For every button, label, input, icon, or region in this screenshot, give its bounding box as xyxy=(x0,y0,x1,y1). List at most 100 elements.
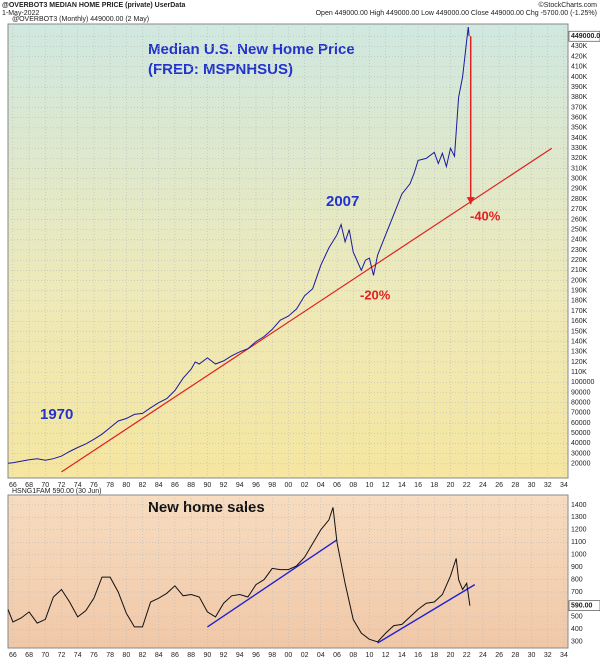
x-tick-label: 20 xyxy=(447,482,455,489)
x-tick-label: 14 xyxy=(398,482,406,489)
y-tick-label: 1100 xyxy=(571,539,586,546)
x-tick-label: 16 xyxy=(414,482,422,489)
y-tick-label: 310K xyxy=(571,165,588,172)
x-tick-label: 72 xyxy=(58,482,66,489)
y-tick-label: 20000 xyxy=(571,461,591,468)
y-tick-label: 260K xyxy=(571,216,588,223)
x-tick-label: 34 xyxy=(560,482,568,489)
x-tick-label: 30 xyxy=(528,482,536,489)
annotation: 2007 xyxy=(326,193,359,210)
x-tick-label: 08 xyxy=(349,482,357,489)
x-tick-label: 28 xyxy=(511,482,519,489)
x-tick-label: 32 xyxy=(544,482,552,489)
x-tick-label: 68 xyxy=(25,482,33,489)
x-tick-label: 04 xyxy=(317,482,325,489)
x-tick-label: 86 xyxy=(171,652,179,659)
y-tick-label: 1200 xyxy=(571,527,587,534)
y-tick-label: 60000 xyxy=(571,420,591,427)
x-tick-label: 84 xyxy=(155,482,163,489)
x-tick-label: 18 xyxy=(430,652,438,659)
y-tick-label: 120K xyxy=(571,359,588,366)
y-tick-label: 220K xyxy=(571,257,588,264)
x-tick-label: 66 xyxy=(9,482,17,489)
last-value-box xyxy=(568,30,600,42)
y-tick-label: 50000 xyxy=(571,430,591,437)
x-tick-label: 00 xyxy=(285,652,293,659)
y-tick-label: 250K xyxy=(571,226,588,233)
y-tick-label: 700 xyxy=(571,589,583,596)
x-tick-label: 96 xyxy=(252,482,260,489)
y-tick-label: 150K xyxy=(571,328,588,335)
arrow-head xyxy=(466,197,475,205)
x-tick-label: 20 xyxy=(447,652,455,659)
x-tick-label: 94 xyxy=(236,482,244,489)
x-tick-label: 22 xyxy=(463,482,471,489)
x-tick-label: 80 xyxy=(122,652,130,659)
y-tick-label: 390K xyxy=(571,84,588,91)
y-tick-label: 180K xyxy=(571,298,588,305)
annotation: 1970 xyxy=(40,406,73,423)
x-tick-label: 88 xyxy=(187,652,195,659)
x-tick-label: 02 xyxy=(301,482,309,489)
y-tick-label: 160K xyxy=(571,318,588,325)
x-tick-label: 78 xyxy=(106,652,114,659)
y-tick-label: 1000 xyxy=(571,552,587,559)
x-tick-label: 74 xyxy=(74,482,82,489)
y-tick-label: 400 xyxy=(571,626,583,633)
y-tick-label: 320K xyxy=(571,155,588,162)
series-line xyxy=(7,27,470,464)
header-quote: Open 449000.00 High 449000.00 Low 449000… xyxy=(316,10,597,17)
trend-line xyxy=(207,539,338,628)
y-tick-label: 100000 xyxy=(571,379,594,386)
y-tick-label: 340K xyxy=(571,135,588,142)
x-tick-label: 24 xyxy=(479,652,487,659)
price-panel xyxy=(7,23,569,479)
x-tick-label: 68 xyxy=(25,652,33,659)
x-tick-label: 84 xyxy=(155,652,163,659)
x-tick-label: 28 xyxy=(511,652,519,659)
trend-line xyxy=(377,583,476,644)
y-tick-label: 800 xyxy=(571,576,583,583)
y-tick-label: 300 xyxy=(571,639,583,646)
y-tick-label: 330K xyxy=(571,145,588,152)
x-tick-label: 06 xyxy=(333,482,341,489)
x-tick-label: 12 xyxy=(382,482,390,489)
x-tick-label: 18 xyxy=(430,482,438,489)
x-tick-label: 92 xyxy=(220,482,228,489)
x-tick-label: 70 xyxy=(41,482,49,489)
x-tick-label: 00 xyxy=(285,482,293,489)
last-value-label: 449000.0 xyxy=(571,33,600,40)
x-tick-label: 90 xyxy=(203,652,211,659)
y-tick-label: 900 xyxy=(571,564,583,571)
y-tick-label: 80000 xyxy=(571,400,591,407)
x-tick-label: 10 xyxy=(366,652,374,659)
header-symbol: @OVERBOT3 MEDIAN HOME PRICE (private) Us… xyxy=(2,2,186,9)
y-tick-label: 430K xyxy=(571,43,588,50)
x-tick-label: 76 xyxy=(90,652,98,659)
y-tick-label: 410K xyxy=(571,64,588,71)
y-tick-label: 210K xyxy=(571,267,588,274)
last-value-label: 590.00 xyxy=(571,603,593,610)
x-tick-label: 10 xyxy=(366,482,374,489)
legend: HSNG1FAM 590.00 (30 Jun) xyxy=(12,488,102,495)
x-tick-label: 82 xyxy=(139,482,147,489)
y-tick-label: 1300 xyxy=(571,514,587,521)
y-tick-label: 90000 xyxy=(571,389,591,396)
x-tick-label: 98 xyxy=(268,652,276,659)
x-tick-label: 16 xyxy=(414,652,422,659)
sales-panel xyxy=(7,494,569,649)
x-tick-label: 88 xyxy=(187,482,195,489)
annotation: -20% xyxy=(360,287,391,302)
y-tick-label: 70000 xyxy=(571,410,591,417)
y-tick-label: 370K xyxy=(571,104,588,111)
x-tick-label: 12 xyxy=(382,652,390,659)
chart-title: Median U.S. New Home Price xyxy=(148,41,355,58)
x-tick-label: 98 xyxy=(268,482,276,489)
y-tick-label: 200K xyxy=(571,277,588,284)
x-tick-label: 30 xyxy=(528,652,536,659)
chart-title: New home sales xyxy=(148,499,265,516)
x-tick-label: 34 xyxy=(560,652,568,659)
x-tick-label: 78 xyxy=(106,482,114,489)
x-tick-label: 06 xyxy=(333,652,341,659)
annotation: -40% xyxy=(470,208,501,223)
